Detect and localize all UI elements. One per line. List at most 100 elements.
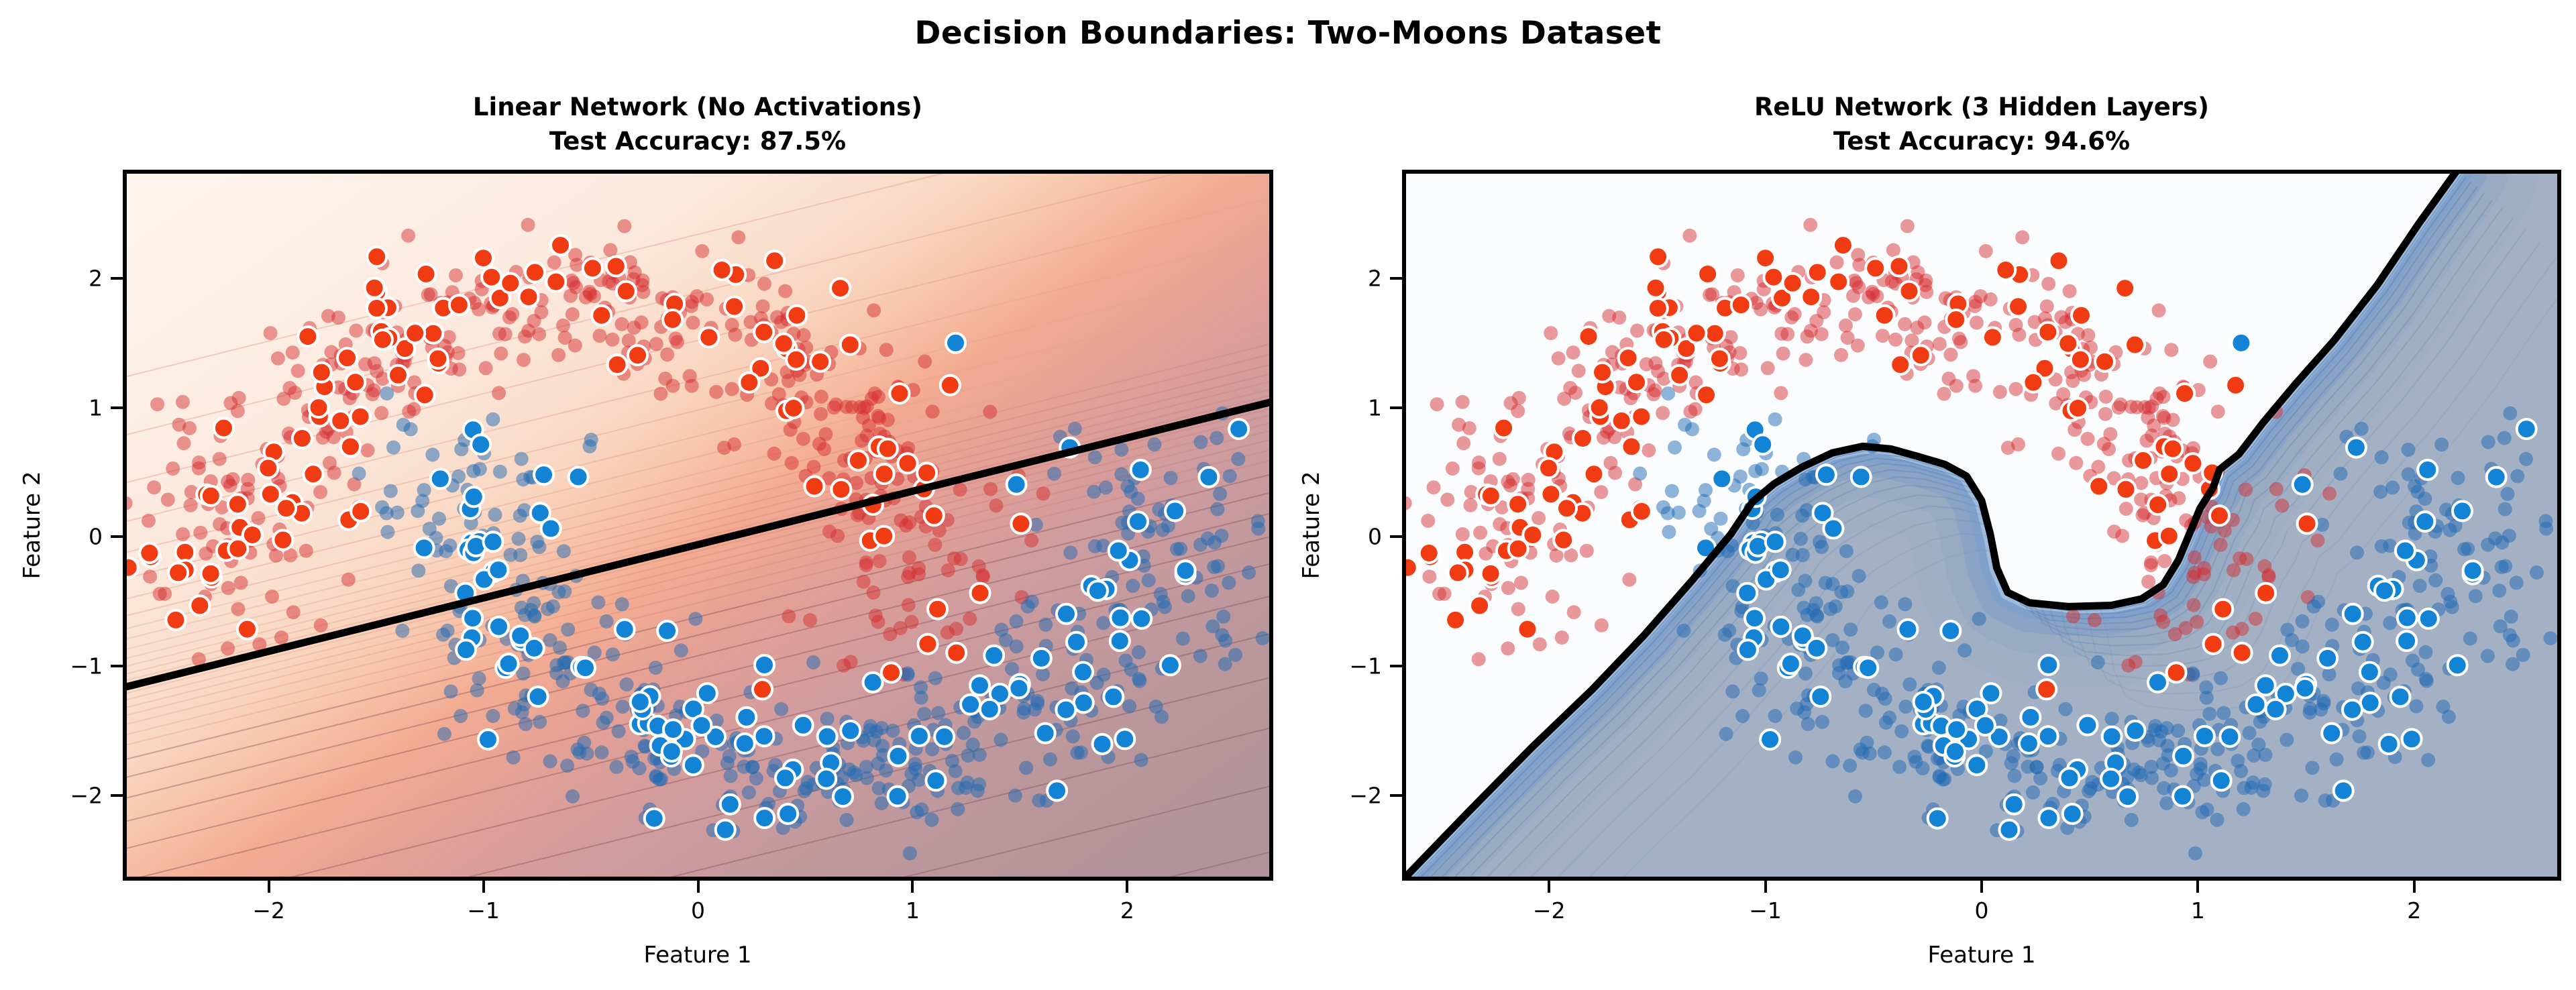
contour-striation <box>1501 256 2557 881</box>
data-point <box>1708 347 1731 370</box>
x-tickmark <box>1548 881 1551 893</box>
data-point <box>2495 535 2510 550</box>
data-point <box>587 289 601 304</box>
data-point <box>902 550 916 565</box>
data-point <box>2421 753 2436 767</box>
data-point <box>2087 613 2102 628</box>
data-point <box>1087 484 1102 499</box>
contour-striation <box>123 421 1273 710</box>
data-point <box>2132 449 2155 472</box>
data-point <box>523 637 545 659</box>
data-point <box>731 230 746 245</box>
data-point <box>2324 617 2339 632</box>
data-point <box>259 483 282 506</box>
data-point <box>470 683 484 698</box>
data-point <box>2197 567 2212 582</box>
data-point <box>1898 280 1921 302</box>
data-point <box>2171 724 2186 738</box>
data-point <box>1801 717 1815 731</box>
scatter-blue-test <box>413 331 1250 881</box>
data-point <box>874 796 889 811</box>
data-point <box>709 384 724 399</box>
data-point <box>223 478 237 493</box>
data-point <box>803 613 818 628</box>
data-point <box>2186 441 2200 455</box>
data-point <box>778 284 793 298</box>
x-tick-label: 1 <box>905 897 920 924</box>
data-point <box>2212 598 2235 620</box>
data-point <box>861 418 876 433</box>
data-point <box>931 706 946 720</box>
data-point <box>1193 435 1208 449</box>
data-point <box>635 278 649 292</box>
data-point <box>578 290 593 305</box>
data-point <box>2389 685 2412 708</box>
data-point <box>1656 372 1671 386</box>
data-point <box>1894 724 1909 738</box>
data-point <box>566 276 581 290</box>
data-point <box>1800 286 1823 309</box>
data-point <box>366 245 388 268</box>
data-point <box>1501 474 1515 489</box>
data-point <box>922 504 945 527</box>
data-point <box>1988 726 2010 748</box>
data-point <box>2493 619 2508 634</box>
data-point <box>2485 465 2508 488</box>
data-point <box>1980 682 2002 705</box>
data-point <box>443 684 458 699</box>
data-point <box>2383 539 2398 553</box>
data-point <box>1452 417 1466 432</box>
data-point <box>859 771 874 785</box>
data-point <box>1122 699 1137 714</box>
data-point <box>1676 623 1691 638</box>
data-point <box>880 661 902 684</box>
data-point <box>413 384 436 406</box>
data-point <box>1471 652 1486 667</box>
data-point <box>875 738 890 753</box>
data-point <box>1426 480 1441 495</box>
data-point <box>900 667 915 682</box>
data-point <box>492 386 506 400</box>
data-point <box>1193 649 1208 663</box>
data-point <box>1970 315 1984 330</box>
data-point <box>2226 563 2241 578</box>
data-point <box>755 299 770 314</box>
y-tickmark <box>111 406 123 409</box>
data-point <box>329 409 352 432</box>
data-point <box>556 318 570 333</box>
data-point <box>724 318 739 332</box>
data-point <box>417 483 431 498</box>
data-point <box>2216 706 2231 720</box>
data-point <box>527 596 541 610</box>
data-point <box>2318 793 2332 808</box>
data-point <box>569 280 584 294</box>
data-point <box>2396 630 2418 653</box>
data-point <box>914 802 929 817</box>
data-point <box>344 371 367 394</box>
data-point <box>1193 537 1208 552</box>
data-point <box>829 277 852 300</box>
data-point <box>521 323 536 338</box>
data-point <box>2157 781 2171 795</box>
data-point <box>969 582 991 604</box>
data-point <box>1646 387 1661 402</box>
data-point <box>349 323 364 338</box>
data-point <box>1170 542 1184 557</box>
data-point <box>817 442 832 456</box>
data-point <box>925 404 940 419</box>
data-point <box>462 607 484 630</box>
data-point <box>1723 330 1738 345</box>
data-point <box>2246 775 2261 790</box>
data-point <box>1034 722 1057 745</box>
axes-spines <box>1402 170 2561 881</box>
data-point <box>2049 396 2063 410</box>
data-point <box>1432 586 1447 601</box>
contour-striation <box>123 413 1273 702</box>
data-point <box>213 517 227 531</box>
data-point <box>223 396 238 410</box>
data-point <box>226 493 249 516</box>
data-point <box>1951 331 1966 346</box>
data-point <box>2258 747 2273 762</box>
subplot-title-linear-line1: Linear Network (No Activations) <box>472 93 923 121</box>
data-point <box>649 337 663 351</box>
